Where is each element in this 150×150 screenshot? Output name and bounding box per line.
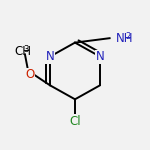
Text: CH: CH — [15, 45, 32, 58]
Text: O: O — [26, 69, 35, 81]
Text: 3: 3 — [23, 45, 28, 54]
Text: Cl: Cl — [69, 115, 81, 128]
Text: NH: NH — [116, 32, 133, 45]
Text: N: N — [96, 50, 104, 63]
Text: 2: 2 — [125, 32, 130, 41]
Text: N: N — [46, 50, 54, 63]
